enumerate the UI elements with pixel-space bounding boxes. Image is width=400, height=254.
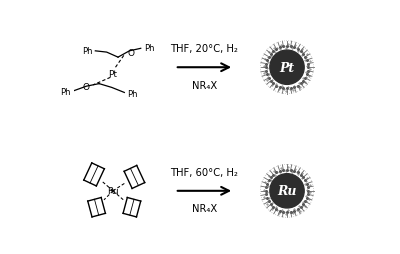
Text: Ph: Ph (144, 44, 154, 53)
Text: O: O (82, 83, 89, 92)
Text: NR₄X: NR₄X (192, 204, 217, 214)
Text: NR₄X: NR₄X (192, 81, 217, 90)
Text: THF, 60°C, H₂: THF, 60°C, H₂ (170, 167, 238, 177)
Text: O: O (128, 49, 135, 58)
Circle shape (270, 51, 304, 85)
Text: Ru: Ru (277, 185, 297, 198)
Text: Ph: Ph (82, 46, 92, 55)
Text: THF, 20°C, H₂: THF, 20°C, H₂ (170, 44, 238, 54)
Text: Ph: Ph (127, 89, 138, 98)
Text: Ph: Ph (60, 88, 71, 97)
Circle shape (270, 174, 304, 208)
Text: Ru: Ru (107, 187, 119, 196)
Text: Pt: Pt (108, 70, 118, 79)
Text: Pt: Pt (280, 61, 294, 74)
